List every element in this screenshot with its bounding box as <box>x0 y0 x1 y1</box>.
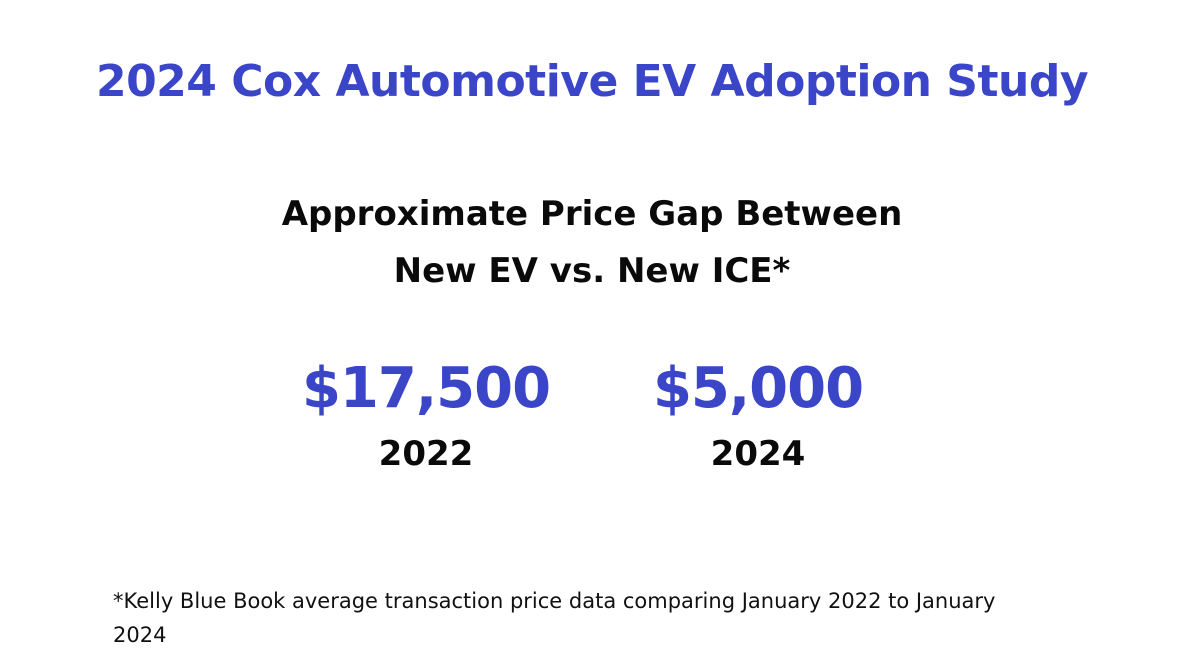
footnote: *Kelly Blue Book average transaction pri… <box>113 589 996 647</box>
subtitle-line-1: Approximate Price Gap Between <box>281 194 903 234</box>
year-label-2022: 2022 <box>378 434 474 474</box>
year-label-2024: 2024 <box>710 434 806 474</box>
subtitle: Approximate Price Gap Between New EV vs.… <box>0 186 1184 300</box>
price-gap-value-2022: $17,500 <box>301 356 551 421</box>
page-title: 2024 Cox Automotive EV Adoption Study <box>95 56 1089 107</box>
stat-2022: $17,500 2022 <box>266 352 586 482</box>
subtitle-line-2: New EV vs. New ICE* <box>393 251 791 291</box>
stat-2024: $5,000 2024 <box>598 352 918 482</box>
price-gap-value-2024: $5,000 <box>652 356 864 421</box>
